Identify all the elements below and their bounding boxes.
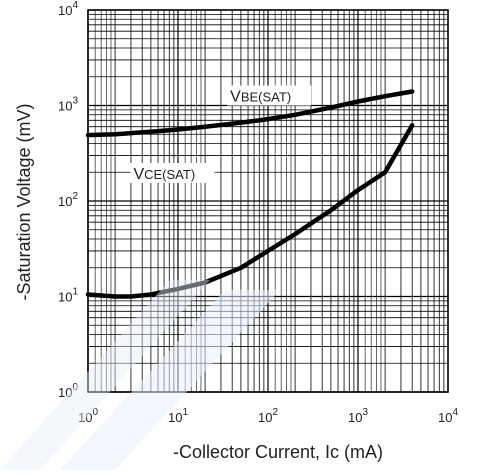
tick-label-layer: 100 101 102 103 104 100 101 102 103 104 — [58, 0, 458, 425]
y-tick-label: 101 — [58, 287, 78, 305]
series-label-vce-sat-: VCE(SAT) — [130, 162, 215, 183]
series-label-layer: VBE(SAT) VCE(SAT) — [130, 85, 312, 183]
y-tick-label: 102 — [58, 191, 78, 209]
y-axis-title: -Saturation Voltage (mV) — [14, 103, 34, 300]
series-layer — [85, 89, 415, 299]
y-tick-label: 104 — [58, 0, 78, 18]
x-tick-label: 101 — [168, 407, 188, 425]
grid-layer — [87, 10, 448, 393]
series-line-vce-sat- — [85, 123, 415, 299]
x-tick-label: 103 — [348, 407, 368, 425]
x-axis-title: -Collector Current, Ic (mA) — [173, 442, 383, 462]
y-tick-label: 100 — [58, 382, 78, 400]
series-line-vbe-sat- — [85, 89, 415, 138]
svg-text:VBE(SAT): VBE(SAT) — [230, 89, 291, 106]
x-tick-label: 102 — [258, 407, 278, 425]
x-tick-label: 104 — [438, 407, 458, 425]
x-tick-label: 100 — [78, 407, 98, 425]
svg-text:VCE(SAT): VCE(SAT) — [133, 166, 195, 183]
y-tick-label: 103 — [58, 96, 78, 114]
series-label-vbe-sat-: VBE(SAT) — [227, 85, 312, 106]
